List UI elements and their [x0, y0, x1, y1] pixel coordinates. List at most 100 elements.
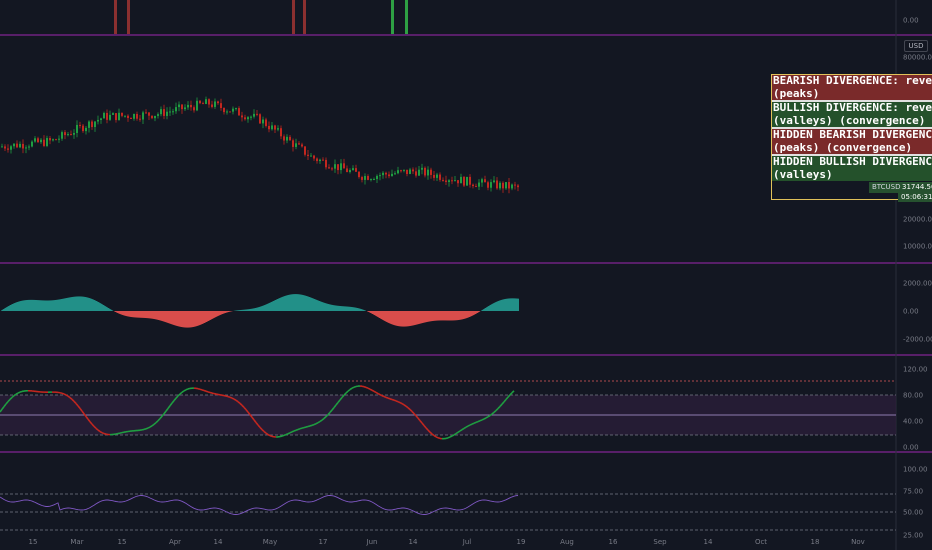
macd-bar [424, 311, 425, 323]
macd-bar [472, 311, 473, 316]
stoch-line-segment [385, 396, 389, 399]
stoch-line-segment [421, 422, 425, 427]
stoch-line-segment [181, 390, 185, 393]
stoch-line-segment [201, 389, 205, 392]
macd-bar [202, 311, 203, 324]
macd-bar [204, 311, 205, 323]
legend-item: BEARISH DIVERGENCE: reversal [772, 74, 932, 88]
macd-bar [43, 300, 44, 311]
candle-body [472, 184, 474, 187]
stoch-line-segment [363, 385, 367, 389]
candle-body [397, 170, 399, 174]
candle-body [22, 143, 24, 149]
candle-body [175, 107, 177, 112]
candle-body [163, 109, 165, 116]
stoch-line-segment [3, 403, 7, 408]
macd-bar [433, 311, 434, 321]
macd-bar [377, 311, 378, 317]
macd-bar [108, 308, 109, 311]
candle-body [349, 170, 351, 173]
stoch-line-segment [371, 389, 375, 393]
stoch-line-segment [269, 434, 273, 438]
macd-bar [475, 311, 476, 315]
signal-marker [405, 0, 408, 34]
candle-body [61, 132, 63, 139]
macd-bar [222, 311, 223, 315]
macd-bar [258, 307, 259, 311]
macd-bar [242, 309, 243, 311]
macd-bar [279, 298, 280, 311]
stoch-line-segment [409, 408, 413, 412]
macd-bar [10, 304, 11, 311]
macd-bar [175, 311, 176, 326]
macd-bar [434, 311, 435, 321]
candle-body [376, 175, 378, 180]
candle-body [481, 179, 483, 183]
candle-body [316, 158, 318, 162]
candle-body [436, 174, 438, 178]
candle-body [67, 134, 69, 136]
macd-bar [180, 311, 181, 327]
stoch-line-segment [381, 394, 385, 398]
candle-body [307, 154, 309, 156]
macd-bar [23, 300, 24, 311]
stoch-line-segment [297, 428, 301, 431]
candle-body [124, 115, 126, 117]
macd-bar [483, 309, 484, 311]
candle-body [343, 163, 345, 169]
macd-bar [69, 297, 70, 311]
macd-bar [56, 299, 57, 311]
stoch-line-segment [323, 416, 327, 420]
candle-body [391, 173, 393, 177]
stoch-line-segment [19, 390, 23, 393]
candle-body [208, 99, 210, 105]
macd-bar [170, 311, 171, 324]
macd-bar [249, 309, 250, 311]
candle-body [160, 109, 162, 115]
candle-body [388, 174, 390, 177]
macd-bar [292, 294, 293, 311]
legend-separator [772, 100, 932, 102]
macd-bar [265, 304, 266, 311]
candle-body [70, 134, 72, 136]
candle-body [499, 182, 501, 189]
currency-label[interactable]: USD [904, 40, 928, 52]
candle-body [103, 112, 105, 119]
macd-bar [376, 311, 377, 317]
macd-bar [332, 304, 333, 311]
macd-bar [1, 310, 2, 311]
macd-bar [269, 302, 270, 311]
macd-bar [442, 311, 443, 321]
stoch-line-segment [91, 423, 95, 427]
macd-bar [517, 298, 518, 311]
candle-body [454, 180, 456, 182]
macd-bar [39, 300, 40, 311]
stoch-line-segment [395, 400, 399, 403]
candle-body [91, 121, 93, 128]
macd-bar [239, 310, 240, 311]
candle-body [394, 173, 396, 175]
macd-bar [321, 301, 322, 311]
macd-bar [51, 300, 52, 311]
macd-bar [405, 311, 406, 327]
candle-body [184, 107, 186, 110]
macd-bar [353, 307, 354, 311]
macd-bar [35, 299, 36, 311]
stoch-axis-label: 120.00 [903, 366, 928, 374]
candle-body [487, 182, 489, 188]
macd-bar [71, 297, 72, 311]
stoch-line-segment [95, 427, 99, 431]
macd-bar [5, 307, 6, 311]
candle-body [358, 171, 360, 178]
macd-bar [482, 309, 483, 311]
macd-bar [41, 300, 42, 311]
stoch-line-segment [367, 387, 371, 390]
stoch-line-segment [327, 411, 331, 416]
macd-bar [118, 311, 119, 314]
macd-bar [24, 300, 25, 311]
macd-bar [196, 311, 197, 327]
price-tag-symbol: BTCUSD [872, 183, 901, 191]
macd-bar [425, 311, 426, 323]
macd-bar [221, 311, 222, 315]
